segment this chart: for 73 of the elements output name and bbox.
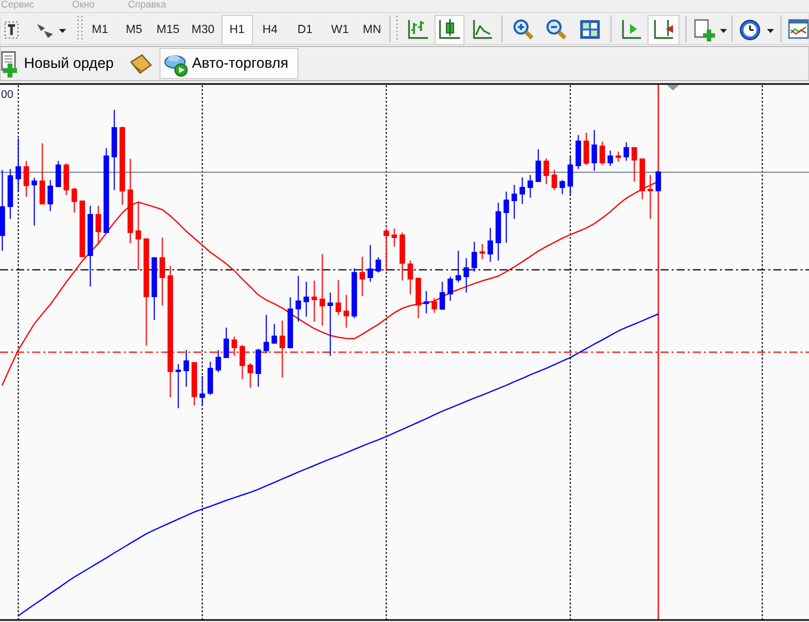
candlestick: [216, 350, 222, 373]
candlestick: [40, 142, 46, 204]
candlestick: [448, 276, 454, 302]
candlestick: [312, 280, 318, 322]
candlestick: [328, 292, 334, 356]
candlestick: [336, 279, 342, 316]
candlestick: [200, 375, 206, 406]
text: D1: [298, 24, 312, 34]
candlestick: [272, 323, 278, 344]
candlestick: [584, 132, 590, 166]
candlestick: [392, 228, 398, 248]
text: M5: [126, 24, 142, 34]
candlestick: [536, 148, 542, 182]
candlestick: [296, 275, 302, 322]
candlestick: [184, 350, 190, 388]
candlestick: [256, 348, 262, 388]
text: W1: [331, 24, 348, 34]
candlestick: [632, 147, 638, 182]
candlestick: [456, 250, 462, 283]
candlestick: [488, 227, 494, 262]
candlestick: [72, 188, 78, 214]
candlestick: [424, 290, 430, 314]
candlestick: [568, 156, 574, 196]
candlestick: [616, 151, 622, 162]
candlestick: [504, 191, 510, 244]
candlestick: [552, 169, 558, 190]
text: H1: [230, 24, 244, 34]
candlestick: [96, 205, 102, 245]
candlestick: [160, 237, 166, 306]
text: Окно: [72, 0, 94, 8]
candlestick: [24, 160, 30, 198]
candlestick: [32, 177, 38, 226]
candlestick: [544, 158, 550, 185]
candlestick: [56, 160, 62, 188]
text: Новый ордер: [25, 57, 114, 71]
candlestick: [224, 327, 230, 358]
text: M15: [157, 24, 179, 34]
candlestick: [360, 256, 366, 297]
candlestick: [368, 244, 374, 282]
candlestick: [656, 171, 662, 192]
candlestick: [264, 314, 270, 354]
text: Справка: [128, 0, 166, 10]
candlestick: [16, 138, 22, 192]
candlestick: [464, 258, 470, 294]
candlestick: [48, 180, 54, 212]
candlestick: [608, 150, 614, 166]
text: M1: [92, 24, 108, 34]
text: M30: [192, 24, 214, 34]
candlestick: [408, 260, 414, 295]
candlestick: [624, 142, 630, 162]
candlestick: [344, 294, 350, 328]
candlestick: [384, 228, 390, 272]
candlestick: [432, 298, 438, 314]
candlestick: [320, 253, 326, 326]
candlestick: [520, 176, 526, 204]
text: Сервис: [1, 0, 34, 10]
candlestick: [592, 129, 598, 172]
candlestick: [480, 243, 486, 260]
candlestick: [376, 256, 382, 274]
candlestick: [440, 281, 446, 310]
candlestick: [248, 362, 254, 388]
candlestick: [600, 141, 606, 166]
candlestick: [176, 364, 182, 409]
candlestick: [512, 184, 518, 220]
candlestick: [560, 180, 566, 195]
candlestick: [136, 201, 142, 270]
candlestick: [304, 281, 310, 318]
text: 00: [1, 90, 13, 98]
text: Авто-торговля: [192, 58, 288, 71]
text: MN: [364, 24, 380, 34]
candlestick: [472, 241, 478, 272]
text: H4: [263, 24, 278, 34]
candlestick: [528, 174, 534, 198]
